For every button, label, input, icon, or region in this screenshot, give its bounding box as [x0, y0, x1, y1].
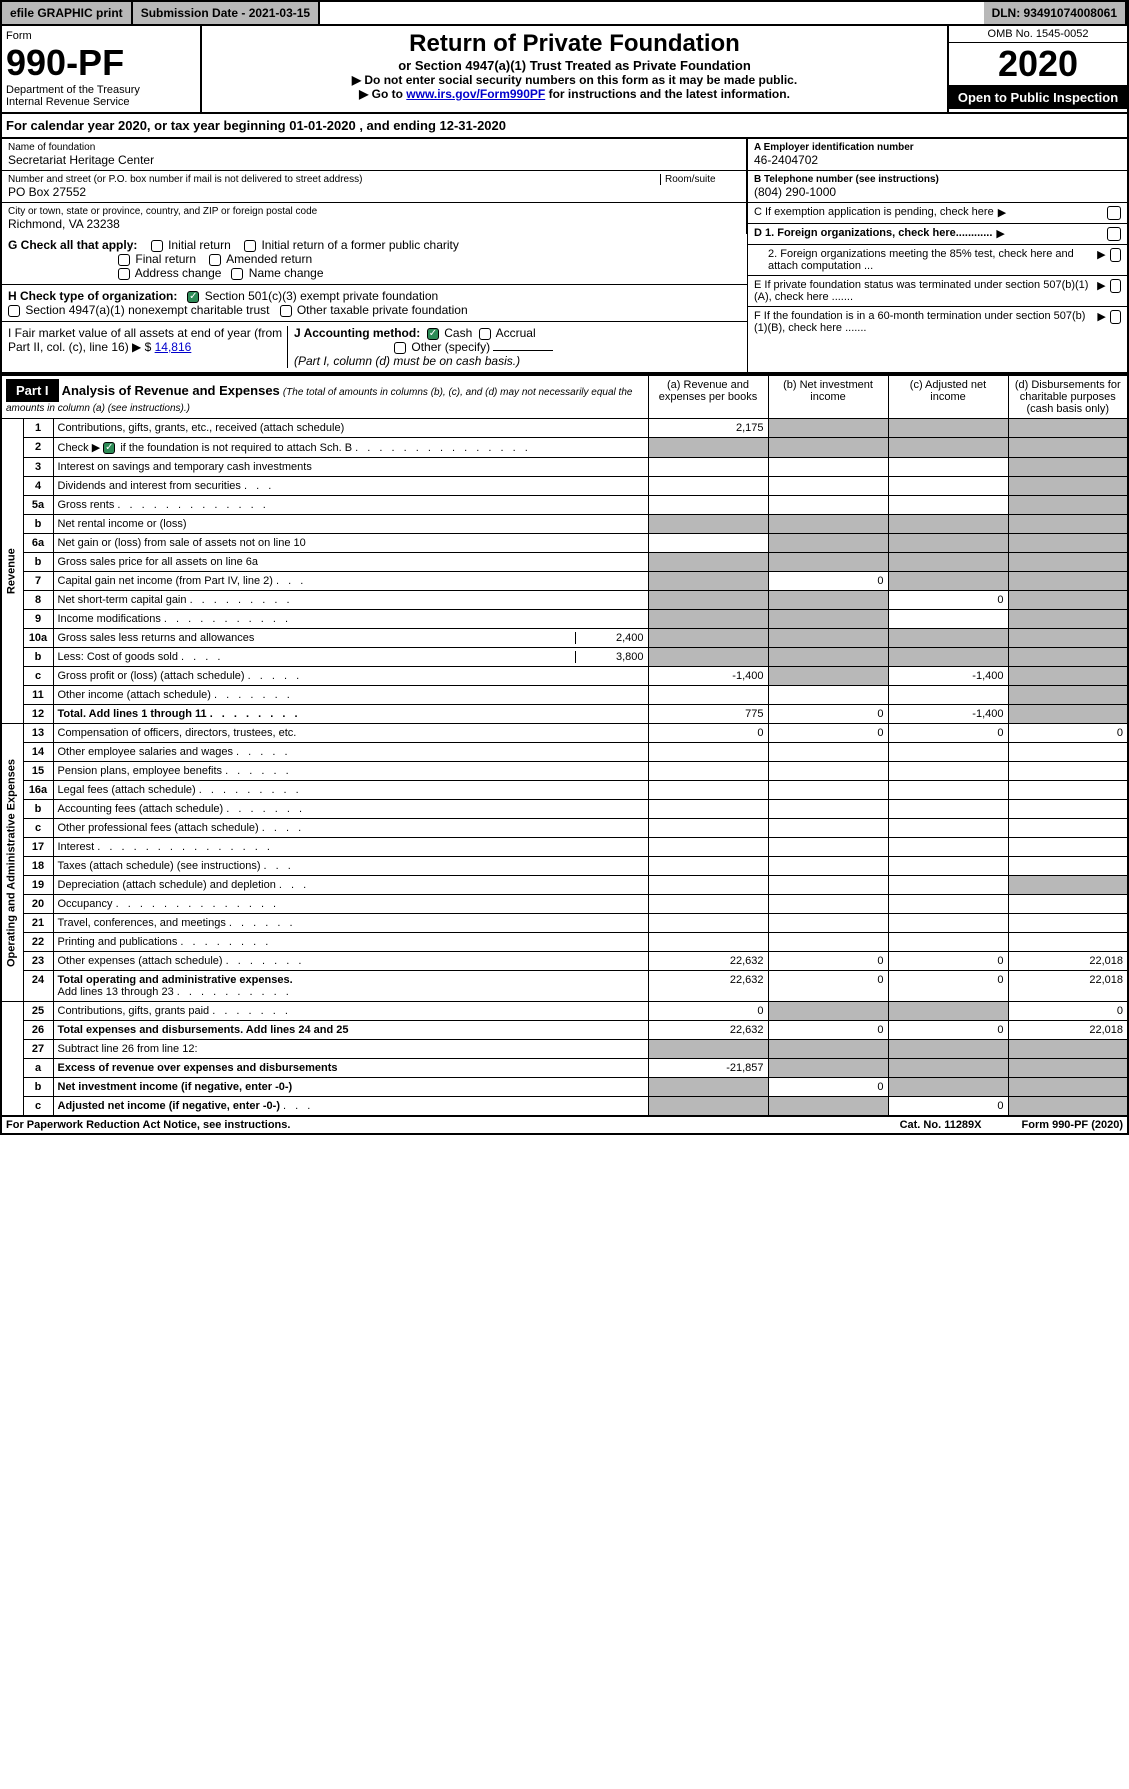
info-section: Name of foundation Secretariat Heritage … [0, 139, 1129, 374]
form-ref: Form 990-PF (2020) [1022, 1119, 1123, 1131]
sch-b-checkbox[interactable] [103, 442, 115, 454]
tax-year: 2020 [949, 43, 1127, 86]
address-change-checkbox[interactable] [118, 268, 130, 280]
4947-checkbox[interactable] [8, 305, 20, 317]
initial-former-checkbox[interactable] [244, 240, 256, 252]
dln-label: DLN: 93491074008061 [984, 2, 1127, 24]
irs-label: Internal Revenue Service [6, 96, 196, 108]
other-taxable-checkbox[interactable] [280, 305, 292, 317]
ij-section: I Fair market value of all assets at end… [2, 322, 747, 372]
omb-number: OMB No. 1545-0052 [949, 26, 1127, 43]
ein-field: A Employer identification number 46-2404… [748, 139, 1127, 171]
d1-item: D 1. Foreign organizations, check here..… [748, 224, 1127, 245]
f-item: F If the foundation is in a 60-month ter… [748, 307, 1127, 337]
e-checkbox[interactable] [1110, 279, 1121, 293]
c-checkbox[interactable] [1107, 206, 1121, 220]
col-d-header: (d) Disbursements for charitable purpose… [1008, 375, 1128, 419]
f-checkbox[interactable] [1110, 310, 1121, 324]
top-bar: efile GRAPHIC print Submission Date - 20… [0, 0, 1129, 26]
initial-return-checkbox[interactable] [151, 240, 163, 252]
dept-treasury: Department of the Treasury [6, 84, 196, 96]
ssn-note: ▶ Do not enter social security numbers o… [206, 73, 943, 87]
amended-return-checkbox[interactable] [209, 254, 221, 266]
name-field: Name of foundation Secretariat Heritage … [2, 139, 746, 171]
open-inspection: Open to Public Inspection [949, 86, 1127, 109]
e-item: E If private foundation status was termi… [748, 276, 1127, 307]
irs-link[interactable]: www.irs.gov/Form990PF [406, 87, 545, 101]
other-method-checkbox[interactable] [394, 342, 406, 354]
city-field: City or town, state or province, country… [2, 203, 746, 234]
revenue-section-label: Revenue [1, 419, 23, 724]
cash-checkbox[interactable] [427, 328, 439, 340]
g-section: G Check all that apply: Initial return I… [2, 234, 747, 285]
501c3-checkbox[interactable] [187, 291, 199, 303]
accrual-checkbox[interactable] [479, 328, 491, 340]
efile-label: efile GRAPHIC print [2, 2, 133, 24]
address-field: Number and street (or P.O. box number if… [2, 171, 746, 203]
form-title: Return of Private Foundation [206, 30, 943, 58]
page-footer: For Paperwork Reduction Act Notice, see … [0, 1117, 1129, 1135]
form-number: 990-PF [6, 42, 196, 84]
goto-note: ▶ Go to www.irs.gov/Form990PF for instru… [206, 87, 943, 101]
form-header: Form 990-PF Department of the Treasury I… [0, 26, 1129, 114]
d2-item: 2. Foreign organizations meeting the 85%… [748, 245, 1127, 276]
col-c-header: (c) Adjusted net income [888, 375, 1008, 419]
cat-number: Cat. No. 11289X [900, 1119, 982, 1131]
submission-date: Submission Date - 2021-03-15 [133, 2, 320, 24]
d2-checkbox[interactable] [1110, 248, 1121, 262]
calendar-year-line: For calendar year 2020, or tax year begi… [0, 114, 1129, 139]
fmv-value: 14,816 [155, 340, 192, 354]
name-change-checkbox[interactable] [231, 268, 243, 280]
form-word: Form [6, 30, 196, 42]
form-subtitle: or Section 4947(a)(1) Trust Treated as P… [206, 58, 943, 73]
telephone-field: B Telephone number (see instructions) (8… [748, 171, 1127, 203]
col-b-header: (b) Net investment income [768, 375, 888, 419]
d1-checkbox[interactable] [1107, 227, 1121, 241]
expenses-section-label: Operating and Administrative Expenses [1, 724, 23, 1002]
h-section: H Check type of organization: Section 50… [2, 285, 747, 322]
col-a-header: (a) Revenue and expenses per books [648, 375, 768, 419]
final-return-checkbox[interactable] [118, 254, 130, 266]
c-item: C If exemption application is pending, c… [748, 203, 1127, 224]
paperwork-notice: For Paperwork Reduction Act Notice, see … [6, 1119, 290, 1131]
analysis-table: Part I Analysis of Revenue and Expenses … [0, 374, 1129, 1117]
part1-tag: Part I [6, 379, 59, 402]
